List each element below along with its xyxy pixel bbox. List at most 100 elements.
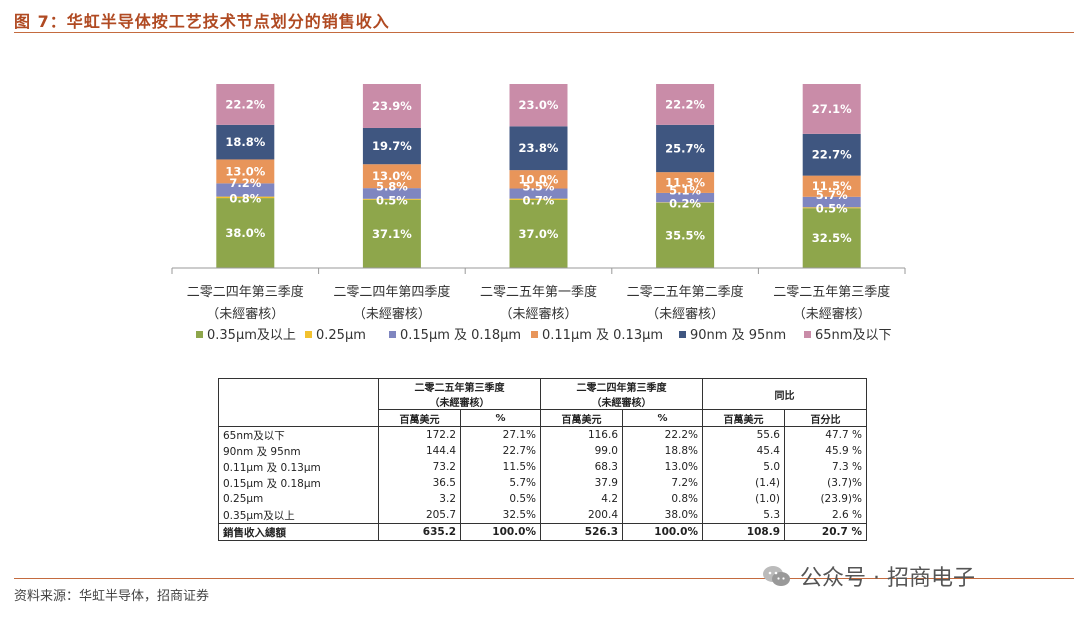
table-total-row: 銷售收入總額 635.2 100.0% 526.3 100.0% 108.9 20.7 % <box>218 523 867 541</box>
table-cell: 73.2 <box>378 459 461 475</box>
category-label: 二零二四年第三季度 <box>187 284 304 300</box>
bar-segment <box>509 199 568 268</box>
data-label: 23.8% <box>519 141 559 155</box>
legend-label: 0.25μm <box>316 328 366 343</box>
table-row: 0.25μm 3.2 0.5% 4.2 0.8% (1.0) (23.9)% <box>218 491 867 507</box>
bar-segment <box>802 207 861 209</box>
legend-swatch <box>196 331 203 338</box>
table-sub-header: 百分比 <box>784 409 867 427</box>
table-sub-header: % <box>622 409 703 427</box>
bar-segment <box>656 84 715 125</box>
table-cell: 200.4 <box>540 507 623 524</box>
table-cell: 7.3 % <box>784 459 867 475</box>
table-corner <box>218 378 379 427</box>
bar-segment <box>216 124 275 160</box>
legend-label: 90nm 及 95nm <box>690 328 786 343</box>
category-label: 二零二五年第一季度 <box>480 284 597 300</box>
table-cell: 526.3 <box>540 523 623 541</box>
data-label: 11.5% <box>812 179 852 193</box>
table-cell: 5.7% <box>460 475 541 491</box>
row-label: 0.15μm 及 0.18μm <box>218 475 379 491</box>
data-label: 38.0% <box>225 226 265 240</box>
data-label: 23.9% <box>372 99 412 113</box>
title-bar: 图 7：华虹半导体按工艺技术节点划分的销售收入 <box>14 6 1074 33</box>
table-cell: 32.5% <box>460 507 541 524</box>
data-label: 19.7% <box>372 139 412 153</box>
table-cell: 11.5% <box>460 459 541 475</box>
category-label: （未經審核） <box>646 307 724 322</box>
data-label: 0.2% <box>669 196 701 210</box>
bar-segment <box>656 172 715 193</box>
row-label: 90nm 及 95nm <box>218 443 379 459</box>
data-label: 22.7% <box>812 148 852 162</box>
data-label: 0.5% <box>376 193 408 207</box>
bar-segment <box>656 192 715 203</box>
table-cell: 7.2% <box>622 475 703 491</box>
legend-swatch <box>531 331 538 338</box>
data-label: 27.1% <box>812 102 852 116</box>
table-sub-header: 百萬美元 <box>378 409 461 427</box>
legend-swatch <box>679 331 686 338</box>
table-cell: 36.5 <box>378 475 461 491</box>
row-label: 0.11μm 及 0.13μm <box>218 459 379 475</box>
data-label: 22.2% <box>225 97 265 111</box>
bar-segment <box>362 84 421 128</box>
legend-swatch <box>804 331 811 338</box>
data-label: 37.0% <box>519 227 559 241</box>
table-cell: 100.0% <box>622 523 703 541</box>
legend-label: 0.11μm 及 0.13μm <box>542 328 663 343</box>
watermark: 公众号 · 招商电子 <box>762 560 975 592</box>
category-label: （未經審核） <box>206 307 284 322</box>
table-cell: 172.2 <box>378 426 461 443</box>
bar-segment <box>362 199 421 268</box>
data-label: 7.2% <box>229 176 261 190</box>
wechat-icon <box>762 564 792 588</box>
data-label: 23.0% <box>519 98 559 112</box>
table-cell: 2.6 % <box>784 507 867 524</box>
table-cell: 13.0% <box>622 459 703 475</box>
table-group-header: 二零二四年第三季度 （未經審核） <box>540 378 703 410</box>
table-cell: 144.4 <box>378 443 461 459</box>
bar-segment <box>509 198 568 200</box>
footer-divider <box>14 578 1074 579</box>
bar-segment <box>802 175 861 197</box>
figure-title: 图 7：华虹半导体按工艺技术节点划分的销售收入 <box>14 12 390 31</box>
legend-label: 0.15μm 及 0.18μm <box>400 328 521 343</box>
bar-segment <box>216 84 275 125</box>
data-label: 5.5% <box>523 180 555 194</box>
table-cell: 22.7% <box>460 443 541 459</box>
table-sub-header: % <box>460 409 541 427</box>
category-label: （未經審核） <box>793 307 871 322</box>
bar-segment <box>216 159 275 184</box>
table-cell: 99.0 <box>540 443 623 459</box>
table-cell: 68.3 <box>540 459 623 475</box>
data-label: 22.2% <box>665 97 705 111</box>
table-cell: 22.2% <box>622 426 703 443</box>
row-label: 65nm及以下 <box>218 426 379 443</box>
bar-segment <box>362 127 421 165</box>
data-label: 0.7% <box>523 193 555 207</box>
row-label: 0.25μm <box>218 491 379 507</box>
data-label: 13.0% <box>225 164 265 178</box>
data-label: 25.7% <box>665 141 705 155</box>
table-cell: 5.0 <box>702 459 785 475</box>
data-label: 0.8% <box>229 191 261 205</box>
legend-label: 65nm及以下 <box>815 328 891 343</box>
table-row: 0.11μm 及 0.13μm 73.2 11.5% 68.3 13.0% 5.0 7.3 … <box>218 459 867 475</box>
table-sub-header: 百萬美元 <box>702 409 785 427</box>
bar-segment <box>362 198 421 200</box>
category-label: 二零二五年第三季度 <box>773 284 890 300</box>
table-cell: 635.2 <box>378 523 461 541</box>
table-cell: 20.7 % <box>784 523 867 541</box>
bar-segment <box>656 202 715 268</box>
legend-swatch <box>389 331 396 338</box>
table-cell: (1.4) <box>702 475 785 491</box>
data-label: 32.5% <box>812 231 852 245</box>
revenue-table: 二零二五年第三季度 （未經審核） 二零二四年第三季度 （未經審核） 同比 百萬美元% 百萬美… <box>218 378 867 541</box>
legend-label: 0.35μm及以上 <box>207 328 296 343</box>
bar-segment <box>362 164 421 189</box>
table-cell: (3.7)% <box>784 475 867 491</box>
table-sub-header: 百萬美元 <box>540 409 623 427</box>
bar-segment <box>802 84 861 134</box>
table-row: 65nm及以下 172.2 27.1% 116.6 22.2% 55.6 47.7 % <box>218 426 867 443</box>
